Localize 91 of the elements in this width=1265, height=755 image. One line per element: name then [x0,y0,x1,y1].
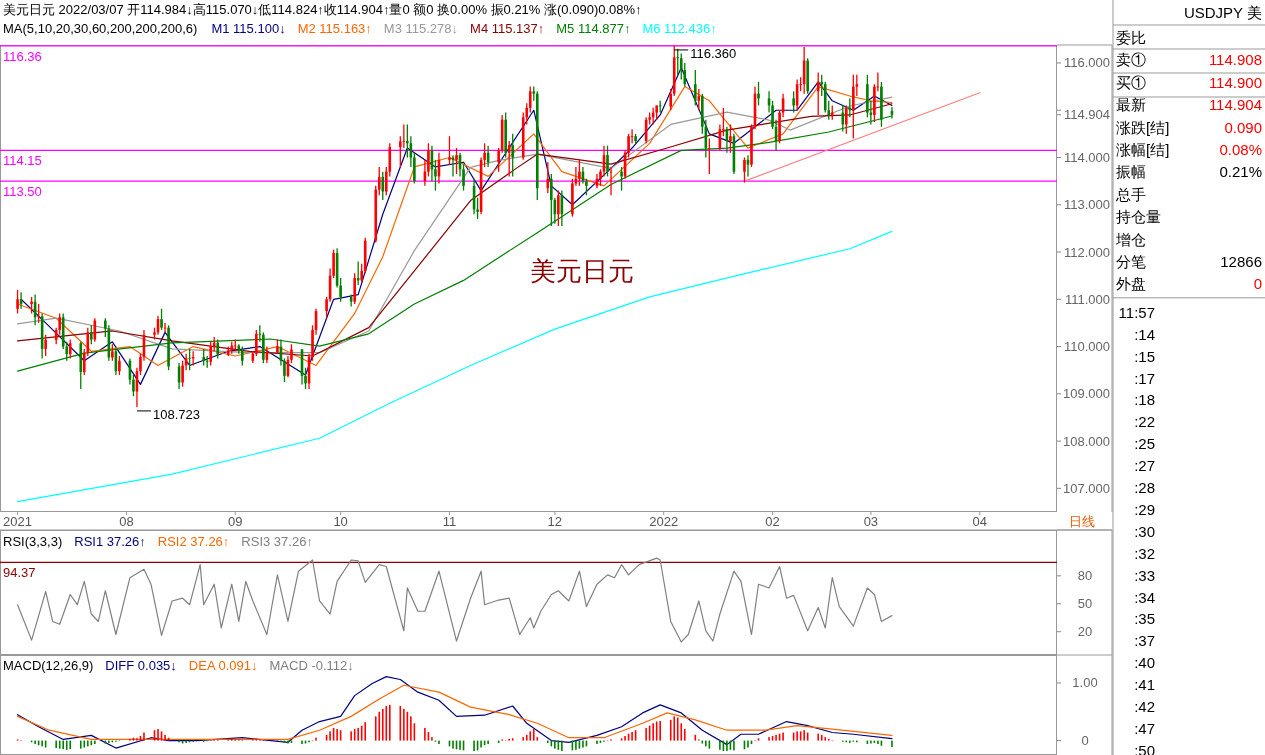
text: :14 [1134,325,1155,343]
category-label: 买① [1116,73,1146,91]
y-tick-label: 108.000 [1063,433,1110,449]
annotation: 108.723 [152,406,200,422]
text: :33 [1134,566,1155,584]
text: :28 [1134,479,1155,496]
text: :35 [1134,610,1155,628]
y-tick-label: 0 [1081,733,1089,749]
text: DEA 0.091↓ [188,658,258,673]
text: DIFF 0.035↓ [105,658,177,673]
category-label: 总手 [1115,185,1146,203]
text: :47 [1134,719,1155,737]
text: 11:57 [1118,303,1155,321]
text: M4 115.137↑ [470,21,545,36]
category-label: 最新 [1116,96,1146,114]
text: :15 [1134,347,1155,365]
text: M3 115.278↓ [383,21,459,36]
text: M6 112.436↑ [642,21,717,36]
category-label: 涨跌[结] [1116,118,1170,136]
y-tick-label: 114.000 [1063,150,1110,165]
ref-line-label: 116.36 [3,48,42,64]
legend-label: RSI2 37.26↑ [157,534,230,549]
y-tick-label: 1.00 [1072,675,1098,691]
text: M2 115.163↑ [297,21,372,36]
y-tick-label: 80 [1077,568,1093,584]
category-label: 涨幅[结] [1116,141,1170,158]
ref-line-label: 94.37 [3,565,36,581]
category-label: 持仓量 [1116,208,1161,226]
legend-label: RSI1 37.26↑ [74,534,146,549]
x-tick-label: 2021 [3,514,33,529]
x-tick-label: 08 [119,514,134,529]
text: :30 [1134,522,1155,540]
y-tick-label: 109.000 [1063,386,1110,402]
text: 0 [1253,275,1262,293]
x-tick-label: 2022 [649,514,679,529]
text: M1 115.100↓ [211,21,286,36]
text: 0.090 [1224,118,1262,136]
ref-line-label: 113.50 [3,184,42,200]
text: :32 [1134,544,1155,562]
chart-title: 美元日元 2022/03/07 开114.984↓高115.070↓低114.824↑收114.904↑量0 额0 换0.00% 振0.21% 涨(0.090)0.08%↑ [3,2,642,17]
x-tick-label: 09 [228,514,243,529]
text: :27 [1134,457,1155,475]
text: 114.908 [1208,51,1262,69]
y-tick-label: 112.000 [1063,244,1110,260]
category-label: 委比 [1116,29,1146,46]
x-tick-label: 12 [547,514,563,529]
text: 美元日元 [530,256,634,286]
text: :25 [1134,435,1155,453]
text: :17 [1134,369,1155,387]
y-tick-label: 50 [1077,596,1093,612]
y-tick-label: 113.000 [1063,197,1110,213]
x-tick-label: 03 [863,514,879,529]
text: :42 [1134,698,1155,715]
y-tick-label: 20 [1077,624,1093,640]
text: 114.904 [1208,96,1262,114]
x-tick-label: 04 [972,514,987,529]
chart-title: MACD(12,26,9) [3,658,94,673]
series-label: RSI3 37.26↑ [241,534,313,549]
text: :34 [1134,588,1155,606]
text: :41 [1134,676,1155,694]
y-tick-label: 111.000 [1064,291,1110,307]
ref-line-label: 114.15 [3,153,42,169]
text: :29 [1134,500,1155,518]
text: :50 [1134,741,1155,755]
legend-title: MA(5,10,20,30,60,200,200,200,6) [3,21,198,36]
text: 12866 [1220,253,1262,270]
text: :37 [1134,632,1155,650]
y-tick-label: 110.000 [1063,339,1110,355]
y-tick-label: 107.000 [1063,480,1110,496]
y-tick-label: 116.000 [1063,55,1110,71]
y-tick-label: 114.904 [1063,107,1110,123]
text: :40 [1134,654,1155,672]
annotation: MACD -0.112↓ [269,658,354,673]
category-label: 卖① [1116,51,1146,69]
category-label: 分笔 [1116,253,1146,270]
text: 0.21% [1219,163,1262,181]
category-label: 外盘 [1116,275,1146,293]
x-tick-label: 11 [442,514,457,529]
chart-title: RSI(3,3,3) [3,534,63,549]
x-tick-label: 10 [333,514,348,529]
category-label: 振幅 [1116,163,1146,181]
x-tick-label: 02 [765,514,780,529]
text: M5 114.877↑ [556,21,631,36]
text: :22 [1134,413,1155,431]
annotation: 116.360 [690,45,737,61]
text: :18 [1134,391,1155,409]
text: USDJPY 美 [1183,4,1262,21]
text: 日线 [1069,514,1095,529]
text: 114.900 [1208,73,1262,91]
text: 0.08% [1219,141,1262,158]
category-label: 增仓 [1115,230,1146,248]
